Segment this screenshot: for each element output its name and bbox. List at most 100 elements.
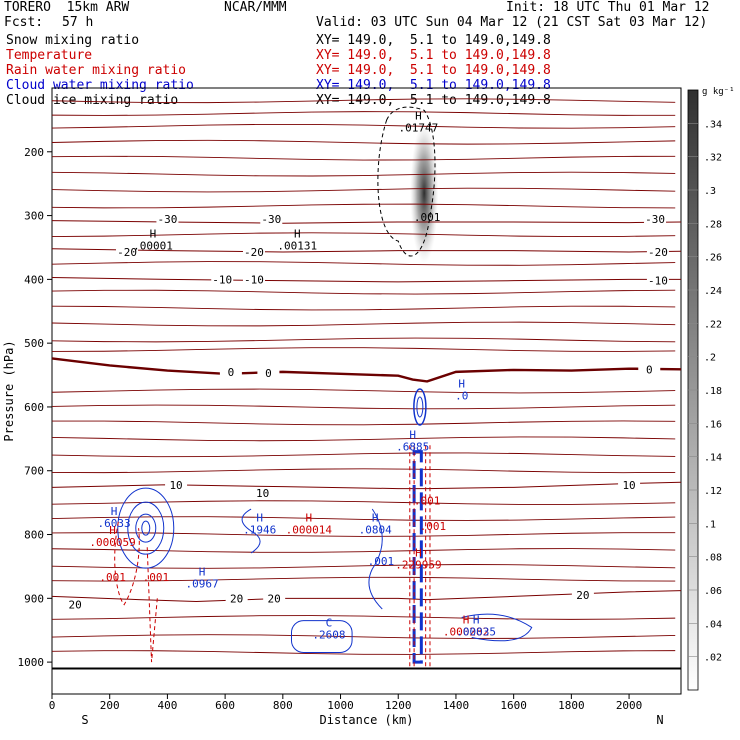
x-tick-label: 1200 (385, 699, 412, 712)
field-xy-snow: XY= 149.0, 5.1 to 149.0,149.8 (316, 33, 551, 48)
extremum-marker: H (294, 227, 301, 240)
isotherm-label: -10 (244, 273, 264, 286)
isotherm-label-bg (646, 274, 669, 288)
y-tick-label: 600 (24, 401, 44, 414)
temperature-isotherm (51, 532, 676, 537)
y-tick-label: 200 (24, 146, 44, 159)
extremum-value: .0967 (185, 578, 218, 591)
temperature-isotherm (51, 548, 676, 553)
temperature-isotherm (51, 452, 676, 458)
colorbar-tick-label: .28 (704, 219, 722, 230)
temperature-isotherm (51, 650, 676, 655)
temperature-isotherm (51, 187, 676, 193)
cloud-water-contour (117, 487, 175, 569)
x-tick-label: 600 (215, 699, 235, 712)
isotherm-label: 20 (230, 592, 243, 605)
temperature-isotherm (51, 347, 676, 352)
temperature-isotherm (51, 404, 676, 410)
colorbar-tick-label: .32 (704, 153, 722, 164)
x-tick-label: 1000 (327, 699, 354, 712)
isotherm-label-bg (257, 367, 280, 381)
snow-shading (410, 123, 439, 264)
temperature-isotherm--10 (51, 276, 681, 283)
colorbar-tick-label: .08 (704, 553, 722, 564)
isotherm-label: -10 (648, 275, 668, 288)
temperature-isotherm--20 (51, 248, 682, 253)
cloud-water-contour (290, 620, 353, 654)
temperature-isotherm (51, 516, 676, 521)
x-tick-label: 200 (100, 699, 120, 712)
y-tick-label: 400 (24, 273, 44, 286)
isotherm-label: -30 (645, 213, 665, 226)
x-tick-label: 1400 (443, 699, 470, 712)
isotherm-label-bg (64, 598, 87, 612)
rain-water-contour (146, 547, 158, 663)
plot-frame (51, 87, 682, 695)
isotherm-label: -20 (117, 246, 137, 259)
isotherm-label: 0 (228, 366, 235, 379)
cloud-water-column (412, 450, 423, 664)
x-tick-label: 1800 (558, 699, 585, 712)
temperature-isotherm-20 (51, 590, 682, 603)
colorbar-tick-label: .26 (704, 253, 722, 264)
colorbar-tick-label: .1 (704, 519, 716, 530)
extremum-marker: H (150, 227, 157, 240)
colorbar-tick-label: .34 (704, 119, 722, 130)
field-name-temperature: Temperature (6, 48, 93, 63)
extremum-value: .00035 (456, 625, 496, 638)
y-tick-label: 800 (24, 529, 44, 542)
isotherm-label-bg (156, 212, 179, 226)
colorbar-tick-label: .06 (704, 586, 722, 597)
isotherm-label-bg (225, 592, 248, 606)
temperature-isotherm (51, 576, 676, 582)
init-time: Init: 18 UTC Thu 01 Mar 12 (506, 0, 710, 15)
x-tick-label: 0 (49, 699, 56, 712)
x-tick-label: 1600 (500, 699, 527, 712)
extremum-value: .001 (99, 571, 126, 584)
colorbar-tick-label: .04 (704, 619, 722, 630)
isotherm-label-bg (242, 273, 265, 287)
x-tick-label: 400 (157, 699, 177, 712)
extremum-marker: H (458, 377, 465, 390)
temperature-isotherm (51, 123, 676, 129)
cloud-water-contour (416, 396, 424, 418)
x-axis-label: Distance (km) (320, 713, 414, 727)
organization-label: NCAR/MMM (224, 0, 287, 15)
colorbar-unit: g kg⁻¹ (702, 87, 735, 97)
y-tick-label: 300 (24, 210, 44, 223)
colorbar-tick-label: .14 (704, 453, 722, 464)
temperature-isotherm (51, 388, 676, 394)
extremum-marker: H (256, 511, 263, 524)
isotherm-label-bg (260, 212, 283, 226)
extremum-value: .6885 (396, 440, 429, 453)
extremum-value: .2608 (312, 629, 345, 642)
colorbar-tick-label: .16 (704, 419, 722, 430)
isotherm-label-bg (251, 487, 274, 501)
extremum-marker: H (473, 613, 480, 626)
extremum-value: .000059 (89, 536, 135, 549)
temperature-isotherm (51, 171, 676, 177)
forecast-hours: 57 h (62, 15, 94, 30)
snow-contour (377, 106, 436, 257)
extremum-value: .001 (414, 211, 441, 224)
extremum-value: .001 (420, 520, 447, 533)
colorbar-tick-label: .18 (704, 386, 722, 397)
isotherm-label: -20 (648, 246, 668, 259)
field-name-cloud-water: Cloud water mixing ratio (6, 78, 194, 93)
x-tick-label: 800 (273, 699, 293, 712)
temperature-isotherm (51, 139, 676, 145)
extremum-value: .001 (368, 555, 395, 568)
isotherm-label-bg (638, 363, 661, 377)
extremum-value: .0804 (359, 523, 392, 536)
temperature-isotherm (51, 111, 676, 116)
isotherm-label: 10 (256, 487, 269, 500)
cloud-water-contour (141, 520, 151, 536)
header-panel: TORERO 15km ARW NCAR/MMM Init: 18 UTC Th… (0, 0, 740, 115)
colorbar-tick-label: .24 (704, 286, 722, 297)
extremum-value: .000014 (286, 523, 333, 536)
isotherm-label: 10 (622, 479, 635, 492)
temperature-isotherm-0 (51, 357, 682, 383)
extremum-marker: H (372, 511, 379, 524)
isotherm-label: 20 (68, 599, 81, 612)
isotherm-label-bg (571, 589, 594, 603)
